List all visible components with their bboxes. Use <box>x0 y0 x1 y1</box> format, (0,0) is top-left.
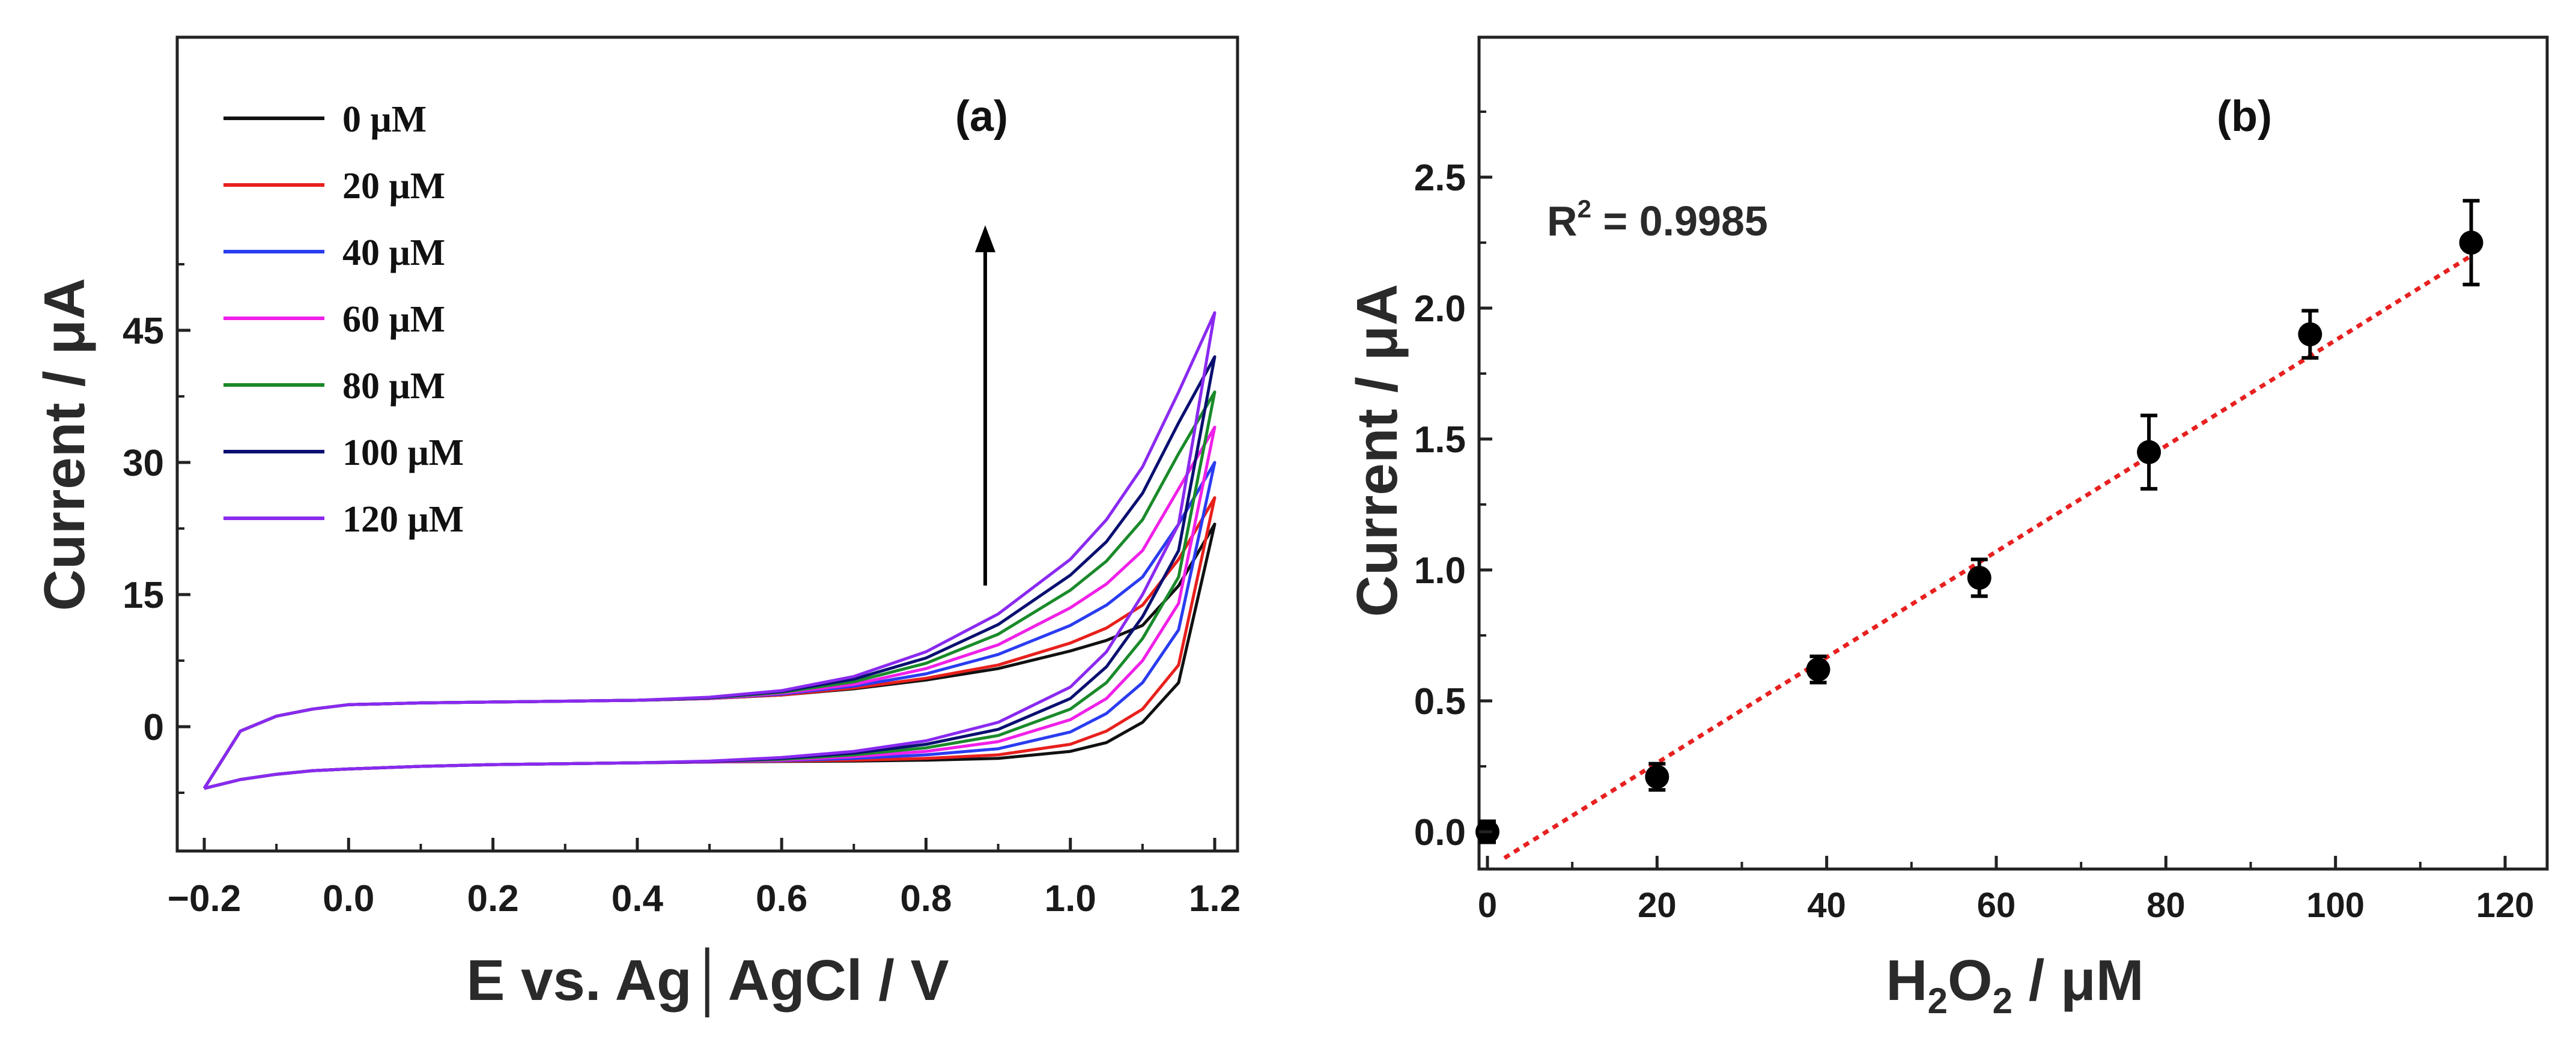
b-x-tick-label: 80 <box>2146 886 2186 925</box>
a-legend: 0 μM 20 μM 40 μM 60 μM 80 μM 100 μM 120 μM <box>223 99 464 540</box>
a-y-tick-label: 0 <box>144 707 164 748</box>
b-y-tick-label: 2.5 <box>1414 157 1466 199</box>
panel-a-cv-chart: −0.2 0.0 0.2 0.4 0.6 0.8 1.0 1.2 0 15 30 45 (a) 0 … <box>32 35 1241 1018</box>
b-y-tick-label: 2.0 <box>1414 288 1466 330</box>
b-y-tick-label: 1.0 <box>1414 550 1466 592</box>
a-y-ticks: 0 15 30 45 <box>123 263 190 794</box>
a-legend-label-4: 80 μM <box>342 366 445 407</box>
b-x-axis-title: H2O2 / μM <box>1886 948 2143 1021</box>
a-x-tick-label: 0.2 <box>467 878 518 919</box>
b-y-axis-title: Current / μA <box>1345 284 1409 617</box>
b-x-tick-label: 60 <box>1977 886 2016 925</box>
a-legend-label-1: 20 μM <box>342 166 445 207</box>
b-y-tick-label: 0.0 <box>1414 812 1466 853</box>
b-xlabel-sub2: 2 <box>1993 981 2012 1021</box>
a-legend-label-2: 40 μM <box>342 232 445 273</box>
b-xlabel-sub1: 2 <box>1928 981 1948 1021</box>
a-legend-label-5: 100 μM <box>342 432 464 473</box>
a-x-tick-label: 1.0 <box>1045 878 1096 919</box>
a-panel-label: (a) <box>955 92 1008 141</box>
a-x-tick-label: 0.0 <box>323 878 374 919</box>
a-y-tick-label: 45 <box>123 310 164 352</box>
a-series-line-5 <box>202 355 1217 790</box>
a-series-line-6 <box>202 311 1217 790</box>
a-plot-frame <box>175 35 1239 853</box>
a-x-tick-label: 0.4 <box>612 878 664 919</box>
b-plot-frame <box>1477 35 2549 871</box>
a-y-axis-title: Current / μA <box>32 278 97 611</box>
b-y-tick-label: 0.5 <box>1414 681 1466 722</box>
b-data-point-2 <box>1806 657 1830 682</box>
a-x-tick-label: 0.8 <box>900 878 952 919</box>
a-series-line-1 <box>202 496 1217 790</box>
b-data-point-5 <box>2298 322 2322 347</box>
b-r-squared: R2 = 0.9985 <box>1547 195 1768 244</box>
b-x-tick-label: 100 <box>2306 886 2365 925</box>
b-points-group <box>1475 199 2483 844</box>
a-curves-group <box>202 311 1217 790</box>
a-y-tick-label: 15 <box>123 575 164 616</box>
a-legend-label-0: 0 μM <box>342 99 427 140</box>
b-y-tick-label: 1.5 <box>1414 419 1466 461</box>
a-x-tick-label: 1.2 <box>1189 878 1241 919</box>
b-data-point-1 <box>1645 765 1669 789</box>
b-xlabel-h: H <box>1886 948 1927 1013</box>
b-data-point-3 <box>1967 566 1991 590</box>
b-x-tick-label: 120 <box>2476 886 2535 925</box>
b-r2-value: = 0.9985 <box>1591 198 1768 244</box>
a-legend-label-6: 120 μM <box>342 499 464 540</box>
a-legend-label-3: 60 μM <box>342 299 445 340</box>
a-arrow-head <box>975 225 995 252</box>
b-y-ticks: 0.0 0.5 1.0 1.5 2.0 2.5 <box>1414 111 1492 853</box>
b-data-point-6 <box>2459 231 2483 255</box>
a-x-tick-label: −0.2 <box>168 878 241 919</box>
a-x-tick-label: 0.6 <box>756 878 807 919</box>
b-x-tick-label: 40 <box>1807 886 1846 925</box>
b-xlabel-o: O <box>1948 948 1993 1013</box>
b-xlabel-tail: / μM <box>2012 948 2144 1013</box>
b-x-ticks: 0 20 40 60 80 100 120 <box>1478 856 2535 925</box>
panel-b-calibration-chart: 0 20 40 60 80 100 120 0.0 0.5 1.0 1.5 2.0 2.5 (b) R… <box>1345 35 2549 1021</box>
b-r2-prefix: R <box>1547 198 1578 244</box>
a-x-axis-title: E vs. Ag│AgCl / V <box>466 947 949 1018</box>
a-x-ticks: −0.2 0.0 0.2 0.4 0.6 0.8 1.0 1.2 <box>168 838 1241 919</box>
b-x-tick-label: 0 <box>1478 886 1497 925</box>
b-data-point-4 <box>2137 440 2161 464</box>
a-y-tick-label: 30 <box>123 443 164 484</box>
b-x-tick-label: 20 <box>1638 886 1677 925</box>
a-arrow-annotation <box>975 225 995 586</box>
b-r2-sup: 2 <box>1578 195 1591 223</box>
b-panel-label: (b) <box>2217 92 2272 141</box>
